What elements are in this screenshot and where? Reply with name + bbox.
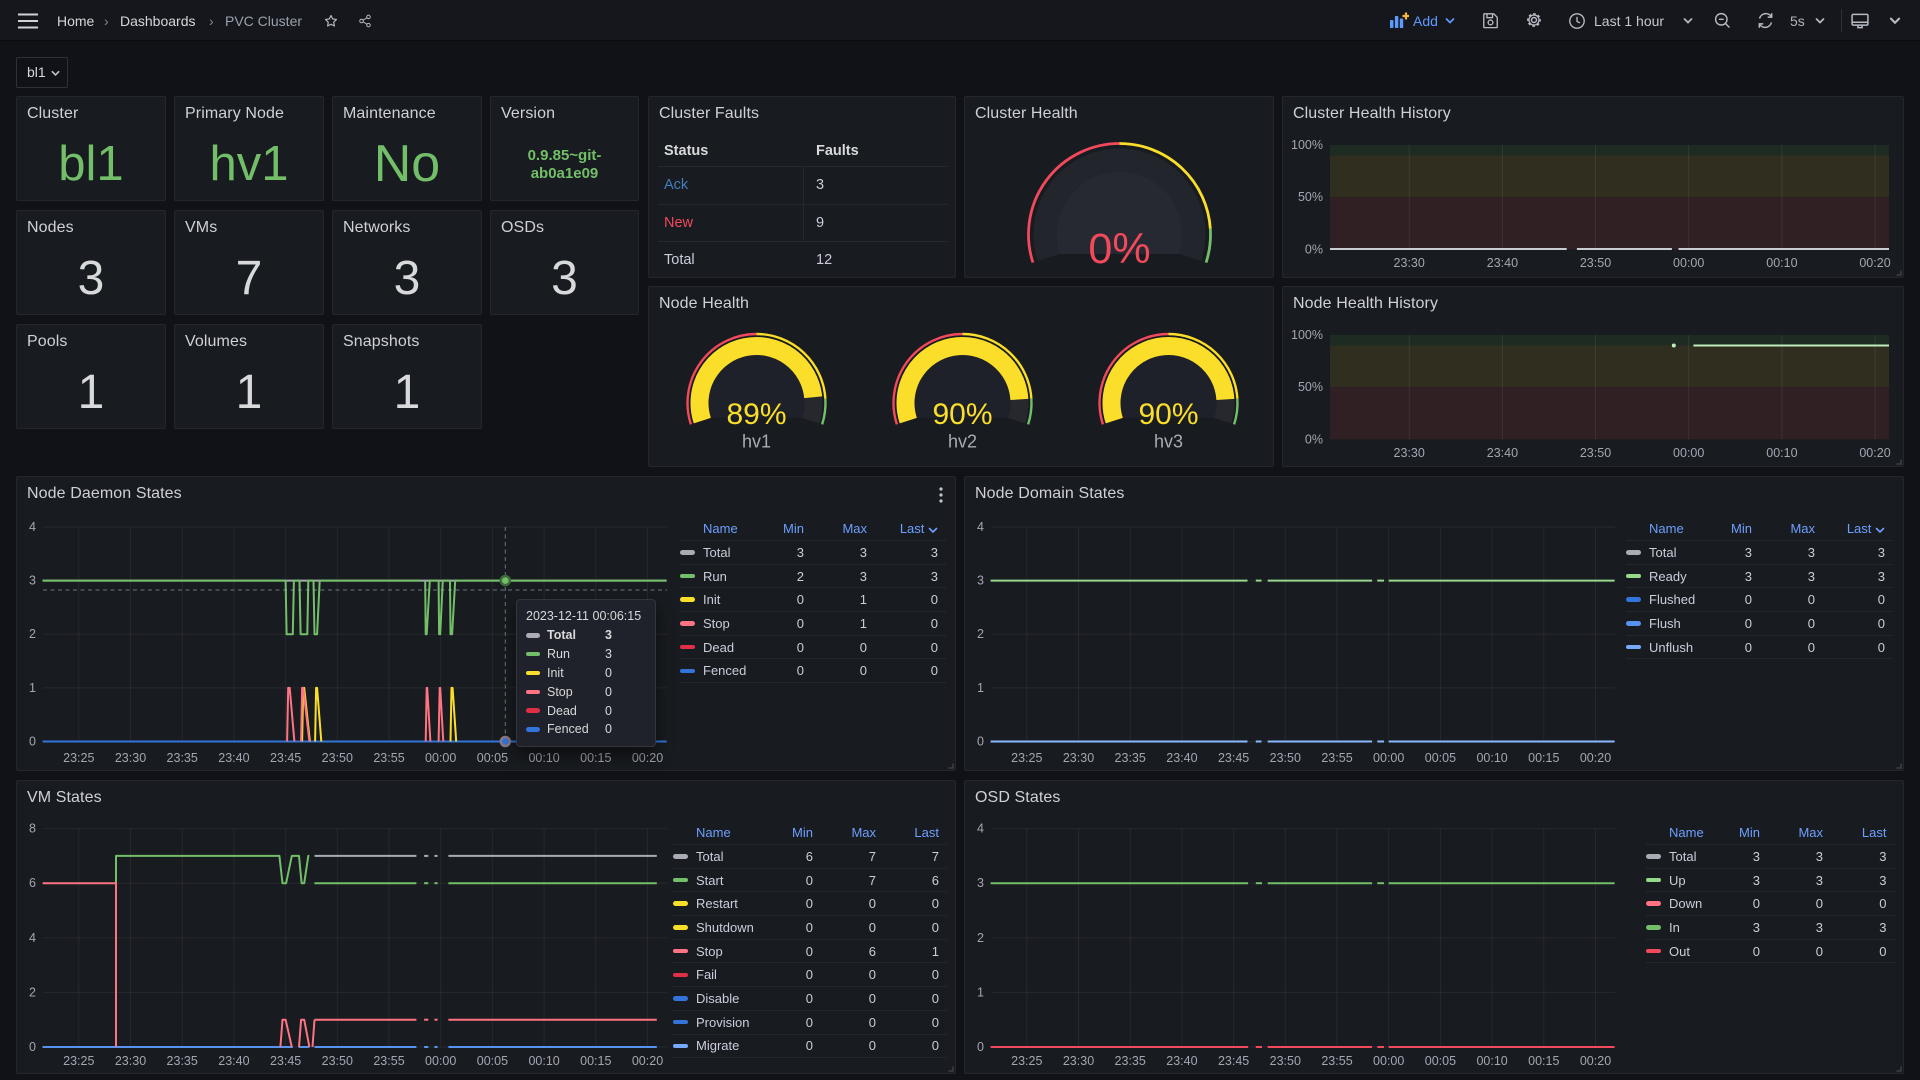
svg-text:00:10: 00:10 (1476, 1054, 1507, 1068)
svg-text:00:00: 00:00 (425, 751, 456, 765)
svg-text:00:05: 00:05 (1425, 751, 1456, 765)
svg-text:0%: 0% (1305, 243, 1323, 257)
svg-text:00:15: 00:15 (580, 751, 611, 765)
svg-text:23:50: 23:50 (1580, 256, 1611, 270)
svg-text:23:25: 23:25 (1011, 751, 1042, 765)
svg-text:1: 1 (977, 985, 984, 999)
svg-text:hv1: hv1 (742, 432, 771, 452)
svg-text:00:15: 00:15 (1528, 1054, 1559, 1068)
svg-text:2: 2 (29, 985, 36, 999)
svg-text:23:50: 23:50 (1270, 751, 1301, 765)
svg-text:0: 0 (29, 735, 36, 749)
svg-text:hv3: hv3 (1154, 432, 1183, 452)
svg-text:23:45: 23:45 (1218, 751, 1249, 765)
svg-text:2: 2 (977, 627, 984, 641)
svg-text:23:30: 23:30 (1394, 446, 1425, 460)
svg-text:00:00: 00:00 (1373, 751, 1404, 765)
svg-text:89%: 89% (726, 398, 786, 431)
svg-text:0: 0 (29, 1040, 36, 1054)
svg-text:23:40: 23:40 (1166, 1054, 1197, 1068)
svg-text:00:20: 00:20 (1580, 1054, 1611, 1068)
svg-text:4: 4 (977, 822, 984, 836)
svg-text:00:20: 00:20 (1859, 256, 1890, 270)
svg-text:23:45: 23:45 (270, 751, 301, 765)
svg-text:3: 3 (29, 574, 36, 588)
svg-text:23:30: 23:30 (115, 1054, 146, 1068)
svg-text:23:30: 23:30 (1394, 256, 1425, 270)
svg-text:0: 0 (977, 1040, 984, 1054)
svg-text:00:10: 00:10 (528, 1054, 559, 1068)
svg-text:4: 4 (977, 520, 984, 534)
svg-text:23:25: 23:25 (63, 751, 94, 765)
svg-text:00:20: 00:20 (632, 751, 663, 765)
svg-text:00:15: 00:15 (580, 1054, 611, 1068)
svg-text:23:40: 23:40 (1487, 256, 1518, 270)
svg-text:00:10: 00:10 (1766, 446, 1797, 460)
svg-text:00:00: 00:00 (425, 1054, 456, 1068)
svg-text:00:10: 00:10 (1766, 256, 1797, 270)
svg-text:50%: 50% (1298, 380, 1323, 394)
svg-text:23:25: 23:25 (1011, 1054, 1042, 1068)
svg-text:23:30: 23:30 (1063, 751, 1094, 765)
svg-text:00:05: 00:05 (1425, 1054, 1456, 1068)
svg-text:3: 3 (977, 876, 984, 890)
svg-text:6: 6 (29, 876, 36, 890)
svg-text:23:35: 23:35 (167, 1054, 198, 1068)
svg-text:0%: 0% (1088, 225, 1150, 273)
svg-text:2: 2 (29, 627, 36, 641)
svg-text:hv2: hv2 (948, 432, 977, 452)
svg-text:3: 3 (977, 574, 984, 588)
svg-text:23:55: 23:55 (1321, 1054, 1352, 1068)
svg-text:23:55: 23:55 (373, 751, 404, 765)
svg-text:8: 8 (29, 822, 36, 836)
svg-text:23:45: 23:45 (270, 1054, 301, 1068)
svg-text:4: 4 (29, 931, 36, 945)
svg-text:4: 4 (29, 520, 36, 534)
svg-text:23:55: 23:55 (373, 1054, 404, 1068)
svg-text:00:10: 00:10 (1476, 751, 1507, 765)
svg-text:00:20: 00:20 (1859, 446, 1890, 460)
svg-text:23:45: 23:45 (1218, 1054, 1249, 1068)
svg-text:23:50: 23:50 (1580, 446, 1611, 460)
svg-text:100%: 100% (1291, 328, 1323, 342)
svg-text:0: 0 (977, 735, 984, 749)
svg-text:1: 1 (29, 681, 36, 695)
svg-text:100%: 100% (1291, 138, 1323, 152)
svg-text:00:05: 00:05 (477, 751, 508, 765)
svg-text:90%: 90% (1138, 398, 1198, 431)
svg-text:23:50: 23:50 (322, 751, 353, 765)
svg-text:23:40: 23:40 (1487, 446, 1518, 460)
svg-text:00:05: 00:05 (477, 1054, 508, 1068)
svg-text:23:40: 23:40 (218, 1054, 249, 1068)
svg-text:00:20: 00:20 (632, 1054, 663, 1068)
svg-text:00:10: 00:10 (528, 751, 559, 765)
svg-text:00:00: 00:00 (1373, 1054, 1404, 1068)
svg-text:23:55: 23:55 (1321, 751, 1352, 765)
svg-text:23:50: 23:50 (1270, 1054, 1301, 1068)
svg-text:23:35: 23:35 (1115, 751, 1146, 765)
svg-text:23:50: 23:50 (322, 1054, 353, 1068)
svg-text:50%: 50% (1298, 190, 1323, 204)
svg-text:23:30: 23:30 (1063, 1054, 1094, 1068)
svg-text:2: 2 (977, 931, 984, 945)
svg-text:00:00: 00:00 (1673, 256, 1704, 270)
svg-text:23:40: 23:40 (218, 751, 249, 765)
svg-text:23:40: 23:40 (1166, 751, 1197, 765)
svg-text:23:25: 23:25 (63, 1054, 94, 1068)
svg-text:23:30: 23:30 (115, 751, 146, 765)
svg-text:00:00: 00:00 (1673, 446, 1704, 460)
svg-text:0%: 0% (1305, 433, 1323, 447)
svg-text:90%: 90% (932, 398, 992, 431)
svg-text:23:35: 23:35 (1115, 1054, 1146, 1068)
svg-text:23:35: 23:35 (167, 751, 198, 765)
svg-text:00:20: 00:20 (1580, 751, 1611, 765)
svg-text:00:15: 00:15 (1528, 751, 1559, 765)
svg-text:1: 1 (977, 681, 984, 695)
